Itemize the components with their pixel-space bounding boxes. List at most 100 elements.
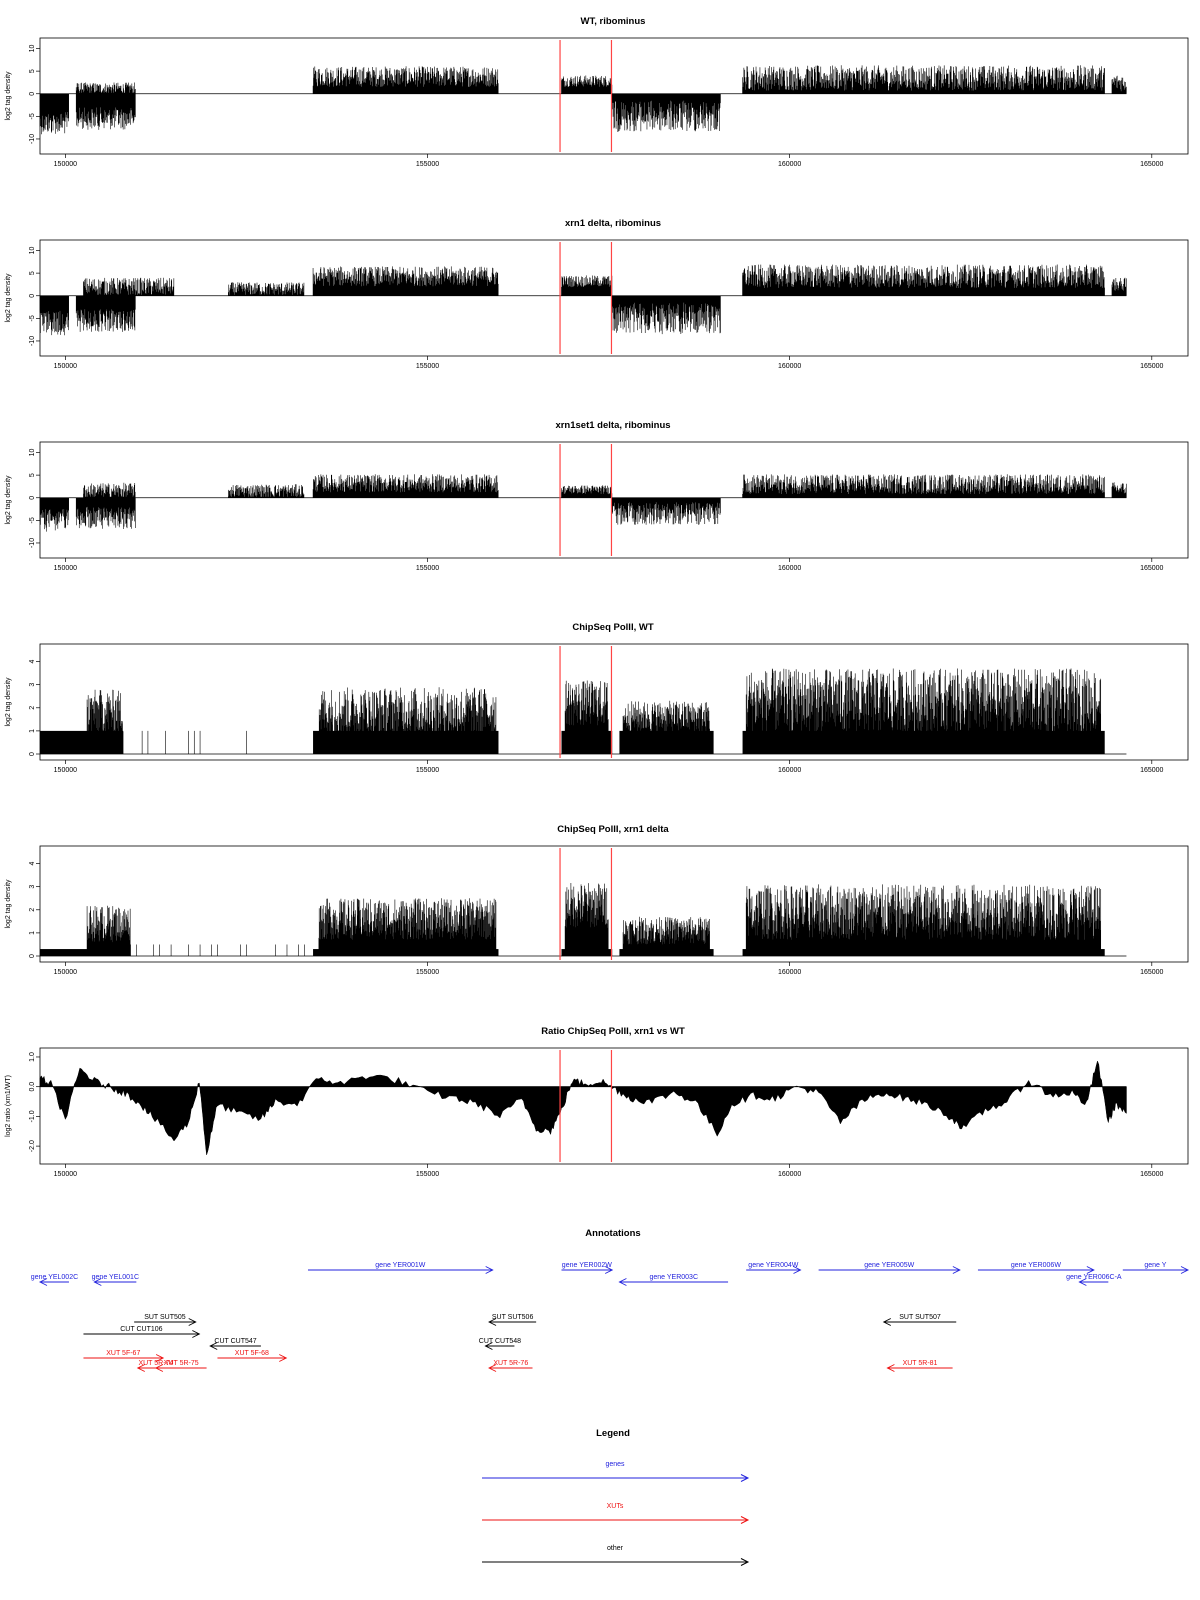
- feature-label: XUT 5F-67: [106, 1350, 140, 1357]
- y-tick-label: 0.0: [29, 1082, 36, 1092]
- feature-arrowhead: [485, 1266, 494, 1274]
- feature-label: CUT CUT547: [214, 1338, 256, 1345]
- feature-arrowhead: [793, 1266, 802, 1274]
- data-bars: [39, 474, 1127, 532]
- legend-label: genes: [605, 1461, 625, 1468]
- feature-arrowhead: [488, 1318, 497, 1326]
- y-tick-label: 1: [29, 931, 36, 935]
- feature-label: gene YER006W: [1011, 1262, 1061, 1269]
- data-bars: [39, 264, 1127, 336]
- track-panel: ChipSeq PolII, xrn1 delta log2 tag densit…: [5, 824, 1189, 976]
- bar-segment: [742, 264, 1105, 296]
- bar-series: [564, 680, 609, 754]
- x-tick-label: 165000: [1140, 969, 1163, 976]
- bar-series: [561, 75, 613, 94]
- y-tick-label: 10: [29, 449, 36, 457]
- feature-label: XUT 5R-81: [903, 1360, 938, 1367]
- feature-arrowhead: [604, 1266, 614, 1274]
- bar-series: [39, 295, 69, 336]
- legend-label: XUTs: [607, 1503, 624, 1510]
- bar-segment: [312, 266, 499, 296]
- track-panel: xrn1set1 delta, ribominus log2 tag densit…: [5, 420, 1189, 572]
- y-tick-label: 0: [29, 954, 36, 958]
- annotation-feature: gene YEL001C: [92, 1274, 139, 1286]
- plot-frame: [39, 845, 1189, 963]
- y-tick-label: -2.0: [29, 1140, 36, 1152]
- bar-series: [745, 884, 1102, 956]
- bar-segment: [1111, 75, 1127, 94]
- bar-series: [611, 295, 721, 335]
- feature-label: gene Y: [1144, 1262, 1166, 1269]
- legend-label: other: [607, 1545, 624, 1552]
- bar-series: [75, 82, 136, 94]
- feature-label: gene YER005W: [864, 1262, 914, 1269]
- x-tick-label: 155000: [416, 767, 439, 774]
- feature-label: CUT CUT106: [120, 1326, 162, 1333]
- bar-segment: [611, 93, 721, 132]
- plot-frame: [39, 643, 1189, 761]
- y-tick-label: 0: [29, 294, 36, 298]
- bar-segment: [312, 474, 499, 498]
- annotation-feature: gene YER002W: [561, 1262, 614, 1274]
- annotation-feature: XUT 5F-68: [217, 1350, 288, 1362]
- feature-label: SUT SUT505: [144, 1314, 186, 1321]
- y-axis-label: log2 ratio (xrn1/WT): [5, 1075, 12, 1137]
- bar-segment: [742, 474, 1105, 498]
- annotation-feature: gene YER004W: [746, 1262, 802, 1274]
- y-tick-label: 3: [29, 683, 36, 687]
- bar-series: [318, 687, 497, 754]
- bar-series: [742, 65, 1105, 94]
- data-bars: [39, 1060, 1127, 1155]
- bar-segment: [39, 497, 69, 532]
- feature-arrowhead: [136, 1364, 145, 1372]
- y-axis-label: log2 tag density: [5, 273, 12, 323]
- feature-label: gene YEL002C: [31, 1274, 78, 1281]
- bar-series: [39, 497, 69, 532]
- annotation-feature: SUT SUT505: [134, 1314, 197, 1326]
- y-axis-label: log2 tag density: [5, 71, 12, 121]
- data-bars: [40, 883, 1127, 957]
- bar-segment: [83, 482, 136, 498]
- bar-series: [564, 883, 609, 956]
- bar-series: [1111, 75, 1127, 94]
- legend-arrowhead: [740, 1558, 750, 1566]
- bar-series: [75, 93, 136, 130]
- x-tick-label: 160000: [778, 1171, 801, 1178]
- y-tick-label: -5: [29, 517, 36, 523]
- annotation-feature: gene YER005W: [818, 1262, 961, 1274]
- x-tick-label: 160000: [778, 565, 801, 572]
- annotation-feature: SUT SUT506: [488, 1314, 537, 1326]
- bar-series: [312, 66, 499, 94]
- y-tick-label: -10: [29, 336, 36, 346]
- panel-title: WT, ribominus: [581, 16, 646, 27]
- track-panel: Ratio ChipSeq PolII, xrn1 vs WT log2 rati…: [5, 1026, 1189, 1178]
- bar-segment: [561, 275, 613, 296]
- bar-segment: [1111, 482, 1127, 498]
- y-tick-label: 2: [29, 706, 36, 710]
- bar-segment: [561, 485, 613, 498]
- bar-series: [228, 282, 305, 296]
- x-tick-label: 160000: [778, 969, 801, 976]
- annotation-feature: gene YER006W: [977, 1262, 1095, 1274]
- bar-series: [86, 905, 131, 956]
- annotation-feature: gene Y: [1122, 1262, 1190, 1274]
- annotation-feature: gene YER003C: [618, 1274, 729, 1286]
- feature-arrowhead: [192, 1330, 201, 1338]
- annotation-feature: gene YEL002C: [31, 1274, 78, 1286]
- x-tick-label: 155000: [416, 161, 439, 168]
- y-tick-label: -5: [29, 315, 36, 321]
- legend-items: genes XUTs other: [482, 1461, 750, 1566]
- x-tick-label: 150000: [54, 161, 77, 168]
- annotation-feature: SUT SUT507: [882, 1314, 957, 1326]
- feature-label: gene YER001W: [375, 1262, 425, 1269]
- x-tick-label: 150000: [54, 1171, 77, 1178]
- bar-series: [83, 482, 136, 498]
- bar-series: [39, 93, 69, 135]
- feature-label: gene YER003C: [649, 1274, 698, 1281]
- feature-arrowhead: [38, 1278, 48, 1286]
- annotation-feature: CUT CUT547: [209, 1338, 261, 1350]
- annotation-feature: XUT 5R-81: [886, 1360, 953, 1372]
- panel-title: Ratio ChipSeq PolII, xrn1 vs WT: [541, 1026, 685, 1037]
